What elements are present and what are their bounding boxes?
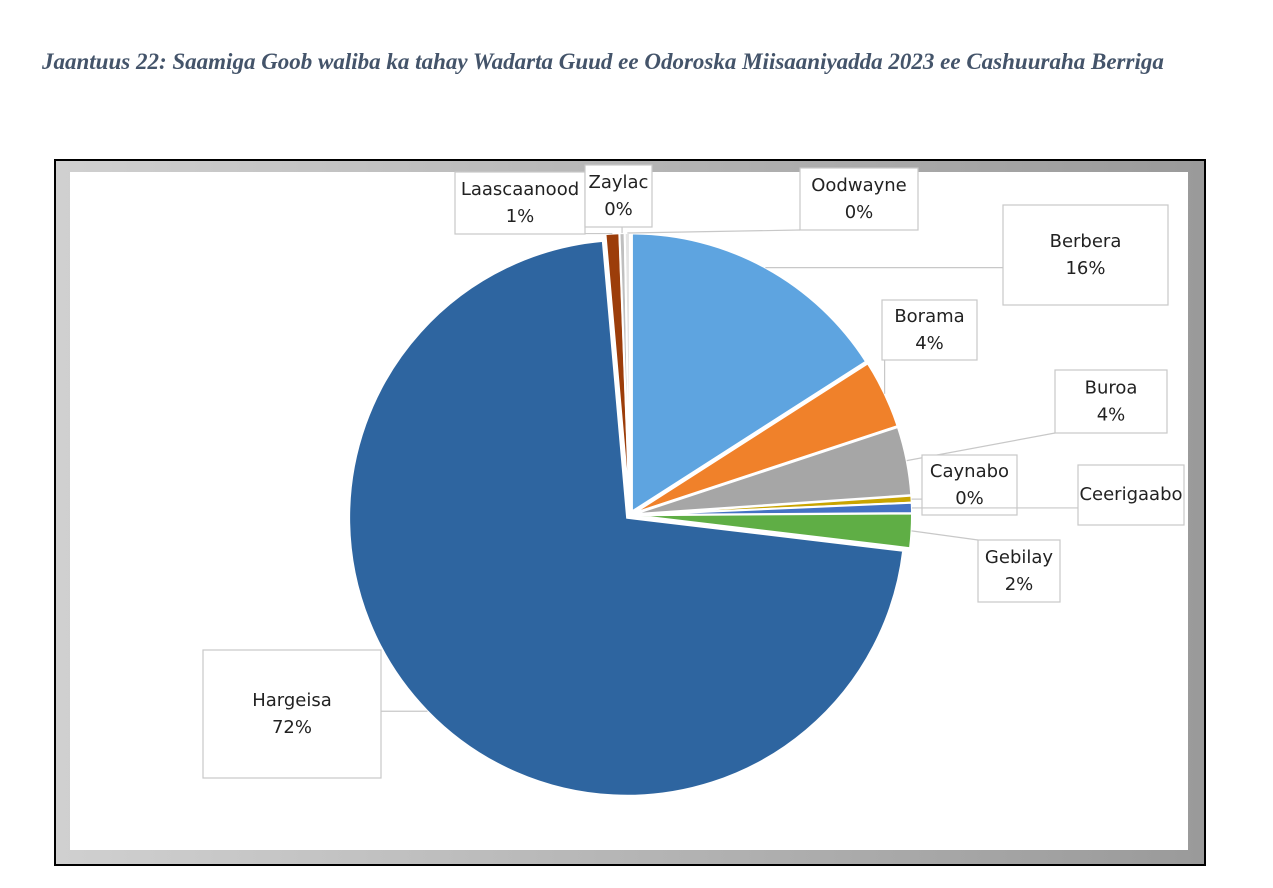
slice-value: 72% [272,717,312,738]
slice-name: Hargeisa [252,690,332,711]
label-box [881,299,978,361]
slice-value: 4% [1097,405,1126,426]
slice-value: 2% [1005,574,1034,595]
slice-name: Zaylac [589,172,649,193]
slice-name: Borama [894,306,964,327]
caption: Jaantuus 22: Saamiga Goob waliba ka taha… [42,49,1164,74]
slice-name: Ceerigaabo [1079,484,1182,505]
label-box [921,454,1018,516]
label-box [1002,204,1169,306]
slice-value: 0% [604,199,633,220]
slice-value: 0% [955,488,984,509]
pie-slice [348,239,905,797]
label-box [977,539,1061,603]
slice-name: Oodwayne [811,175,907,196]
slice-value: 16% [1065,258,1105,279]
slice-value: 1% [506,206,535,227]
slice-name: Gebilay [985,547,1053,568]
leader-line [911,530,979,541]
slice-value: 4% [915,333,944,354]
label-box [1054,369,1168,434]
label-box [584,164,653,228]
label-box [202,649,382,779]
slice-value: 0% [845,202,874,223]
label-box [454,171,586,235]
pie-slice [630,232,868,514]
label-box [799,167,919,231]
slice-name: Buroa [1085,378,1138,399]
slice-name: Berbera [1050,231,1122,252]
label-box [1077,464,1185,526]
slice-name: Caynabo [930,461,1009,482]
slice-name: Laascaanood [461,179,579,200]
leader-line [627,229,801,234]
